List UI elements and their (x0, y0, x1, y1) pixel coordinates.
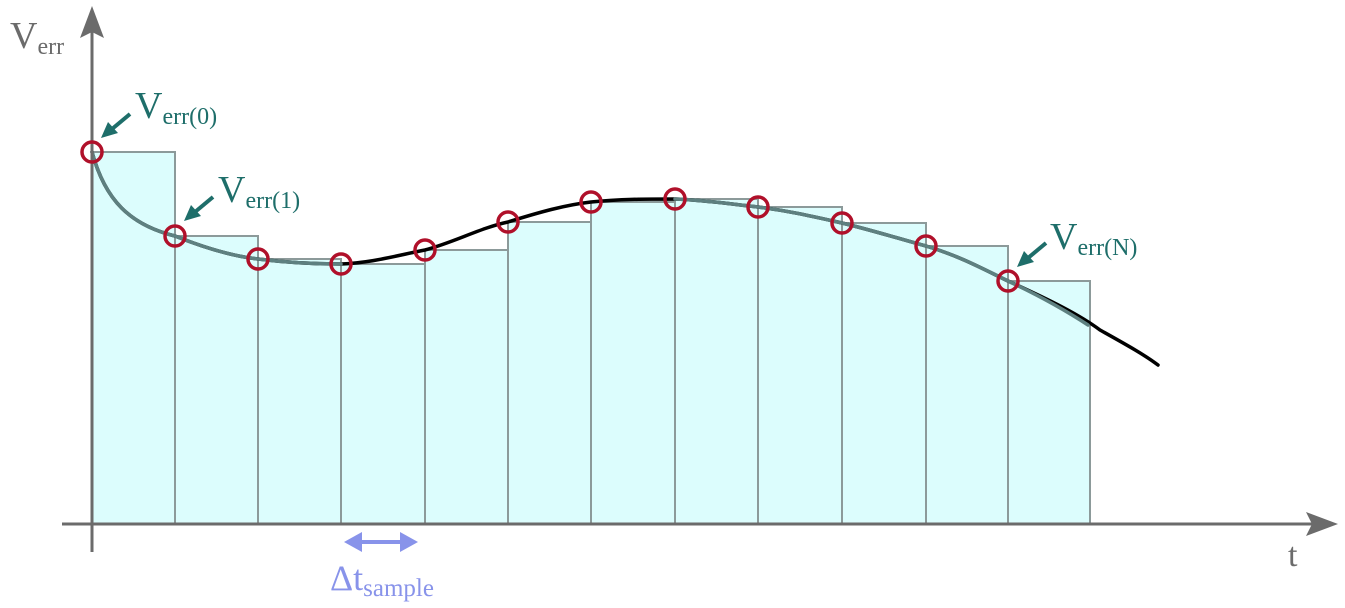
sample-points (80, 140, 1020, 293)
sample-point-9 (830, 211, 854, 235)
sample-bar-6 (590, 201, 676, 525)
sample-bar-8 (757, 206, 843, 525)
sample-0-label-main: V (135, 85, 163, 127)
sample-bar-11 (1007, 280, 1091, 525)
y-axis-arrowhead (80, 6, 104, 38)
y-axis-label-main: V (10, 15, 38, 57)
y-axis-label: Verr (10, 15, 64, 60)
sample-point-7 (663, 187, 687, 211)
sample-bar-2 (257, 258, 342, 525)
delta-t-label-sub: sample (363, 575, 434, 602)
sample-bar-10 (925, 245, 1009, 525)
sample-point-2 (246, 247, 270, 271)
sample-point-1 (163, 224, 187, 248)
sample-point-8 (746, 195, 770, 219)
y-axis-label-sub: err (37, 34, 64, 60)
sample-point-11 (996, 269, 1020, 293)
x-axis-label: t (1288, 537, 1298, 574)
sample-n-label-sub: err(N) (1077, 235, 1137, 261)
delta-t-arrow (344, 532, 418, 552)
delta-t-label-main: Δt (330, 558, 363, 598)
sample-point-6 (579, 190, 603, 214)
sample-1-label-main: V (218, 169, 246, 211)
sample-point-0 (80, 140, 104, 164)
arrow-sample-n (1017, 241, 1048, 267)
sample-point-10 (914, 234, 938, 258)
sample-point-3 (329, 252, 353, 276)
axes (62, 6, 1338, 552)
sample-point-5 (496, 210, 520, 234)
sample-bar-0 (91, 151, 176, 525)
sample-bars (91, 151, 1091, 525)
x-axis-arrowhead (1306, 512, 1338, 536)
arrow-sample-0 (101, 112, 132, 138)
sample-point-4 (413, 238, 437, 262)
sample-bar-7 (674, 198, 759, 525)
annotation-arrows (101, 112, 1048, 267)
sample-0-label: Verr(0) (135, 85, 217, 130)
sample-1-label: Verr(1) (218, 169, 300, 214)
sample-0-label-sub: err(0) (162, 104, 217, 130)
sample-bar-1 (174, 235, 259, 525)
arrow-sample-1 (184, 195, 215, 221)
delta-t-label: Δtsample (330, 558, 434, 602)
sample-1-label-sub: err(1) (245, 188, 300, 214)
sample-bar-4 (424, 249, 509, 525)
sample-bar-9 (841, 222, 927, 525)
sample-n-label-main: V (1050, 216, 1078, 258)
sample-bar-3 (340, 263, 426, 525)
sample-n-label: Verr(N) (1050, 216, 1137, 261)
sample-bar-5 (507, 221, 592, 525)
